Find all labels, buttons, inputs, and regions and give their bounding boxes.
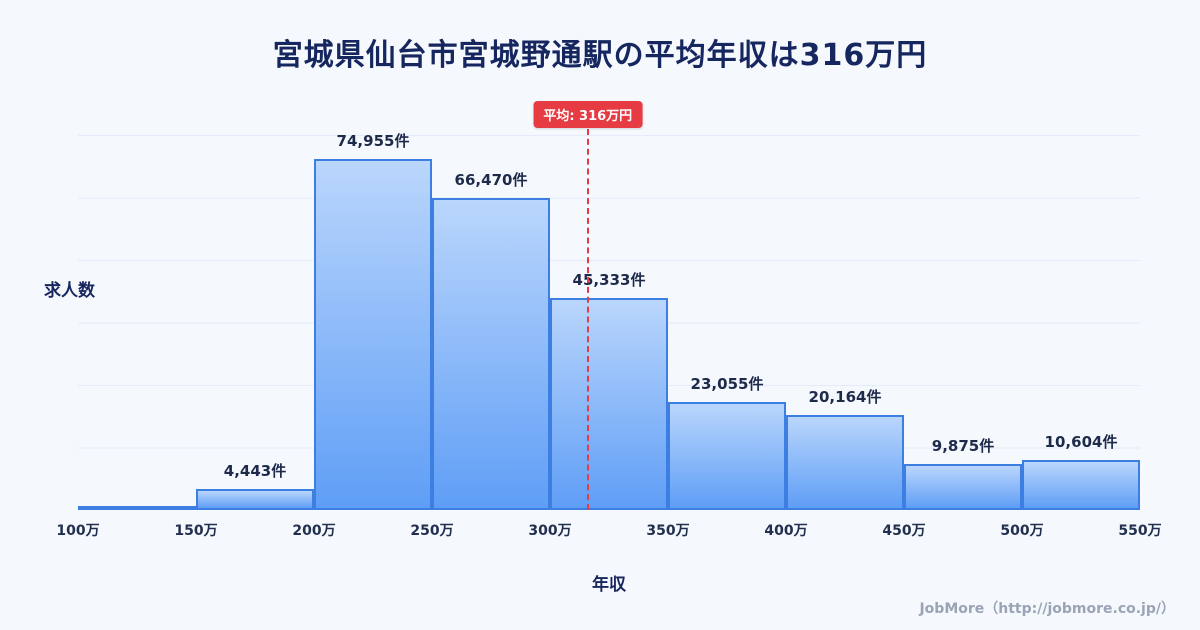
bar bbox=[550, 297, 668, 510]
x-tick-label: 450万 bbox=[882, 523, 926, 539]
bar bbox=[432, 198, 550, 510]
bar bbox=[314, 158, 432, 510]
x-tick-label: 350万 bbox=[646, 523, 690, 539]
x-ticks: 100万 150万 200万 250万 300万 350万 400万 450万 500万 550万 bbox=[56, 520, 1161, 540]
x-tick-label: 200万 bbox=[292, 523, 336, 539]
bar-value-label: 23,055件 bbox=[690, 374, 764, 393]
bar-value-label: 9,875件 bbox=[931, 436, 995, 455]
page-title: 宮城県仙台市宮城野通駅の平均年収は316万円 bbox=[272, 38, 928, 73]
x-tick-label: 550万 bbox=[1118, 523, 1162, 539]
bar-value-label: 10,604件 bbox=[1044, 433, 1118, 452]
bar bbox=[904, 463, 1022, 510]
bar-value-label: 4,443件 bbox=[223, 462, 287, 481]
x-axis-label: 年収 bbox=[592, 575, 626, 595]
x-tick-label: 300万 bbox=[528, 523, 572, 539]
x-tick-label: 250万 bbox=[410, 523, 454, 539]
x-tick-label: 150万 bbox=[174, 523, 218, 539]
x-tick-label: 400万 bbox=[764, 523, 808, 539]
bar bbox=[196, 489, 314, 510]
bar bbox=[786, 415, 904, 510]
plot-area: 平均: 316万円 4,443件 74,955件 66,470件 45,333件 23,… bbox=[78, 101, 1140, 510]
bar-value-label: 45,333件 bbox=[572, 270, 646, 289]
bar bbox=[78, 506, 196, 510]
x-tick-label: 100万 bbox=[56, 523, 100, 539]
average-badge: 平均: 316万円 bbox=[533, 101, 643, 128]
bar bbox=[668, 401, 786, 510]
bar-value-label: 20,164件 bbox=[808, 388, 882, 407]
x-tick-label: 500万 bbox=[1000, 523, 1044, 539]
bar-value-label: 66,470件 bbox=[454, 171, 528, 190]
bar bbox=[1022, 460, 1140, 510]
average-line bbox=[586, 129, 589, 510]
bar-value-label: 74,955件 bbox=[336, 131, 410, 150]
footer-credit: JobMore（http://jobmore.co.jp/） bbox=[919, 601, 1175, 617]
